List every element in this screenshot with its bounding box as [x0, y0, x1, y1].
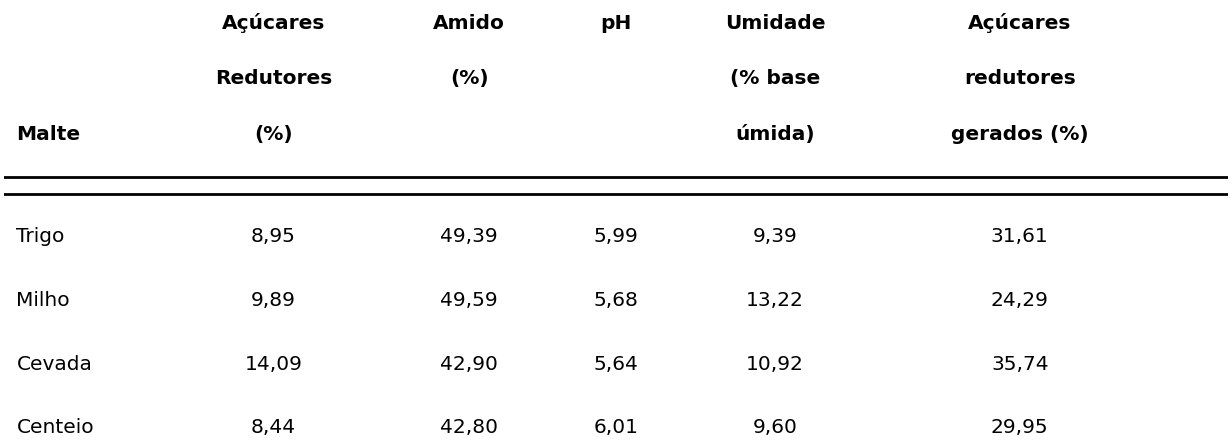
Text: Açúcares: Açúcares	[968, 13, 1072, 33]
Text: (% base: (% base	[729, 69, 821, 88]
Text: Umidade: Umidade	[724, 14, 825, 33]
Text: 42,90: 42,90	[440, 354, 498, 373]
Text: Trigo: Trigo	[16, 227, 65, 246]
Text: redutores: redutores	[963, 69, 1076, 88]
Text: Açúcares: Açúcares	[222, 13, 325, 33]
Text: 8,95: 8,95	[251, 227, 296, 246]
Text: 5,64: 5,64	[594, 354, 638, 373]
Text: Redutores: Redutores	[214, 69, 331, 88]
Text: 5,68: 5,68	[594, 291, 638, 310]
Text: 49,59: 49,59	[440, 291, 498, 310]
Text: gerados (%): gerados (%)	[951, 125, 1089, 144]
Text: 5,99: 5,99	[594, 227, 638, 246]
Text: 10,92: 10,92	[747, 354, 804, 373]
Text: 6,01: 6,01	[594, 419, 638, 438]
Text: 13,22: 13,22	[747, 291, 804, 310]
Text: 42,80: 42,80	[440, 419, 498, 438]
Text: 9,60: 9,60	[753, 419, 797, 438]
Text: úmida): úmida)	[736, 125, 814, 144]
Text: 35,74: 35,74	[991, 354, 1048, 373]
Text: Centeio: Centeio	[16, 419, 94, 438]
Text: Amido: Amido	[434, 14, 505, 33]
Text: Cevada: Cevada	[16, 354, 92, 373]
Text: Malte: Malte	[16, 125, 80, 144]
Text: 14,09: 14,09	[244, 354, 302, 373]
Text: (%): (%)	[450, 69, 488, 88]
Text: 9,89: 9,89	[251, 291, 296, 310]
Text: 31,61: 31,61	[991, 227, 1048, 246]
Text: 9,39: 9,39	[753, 227, 797, 246]
Text: (%): (%)	[254, 125, 293, 144]
Text: Milho: Milho	[16, 291, 70, 310]
Text: 24,29: 24,29	[991, 291, 1048, 310]
Text: 8,44: 8,44	[251, 419, 296, 438]
Text: 49,39: 49,39	[440, 227, 498, 246]
Text: 29,95: 29,95	[991, 419, 1048, 438]
Text: pH: pH	[600, 14, 632, 33]
